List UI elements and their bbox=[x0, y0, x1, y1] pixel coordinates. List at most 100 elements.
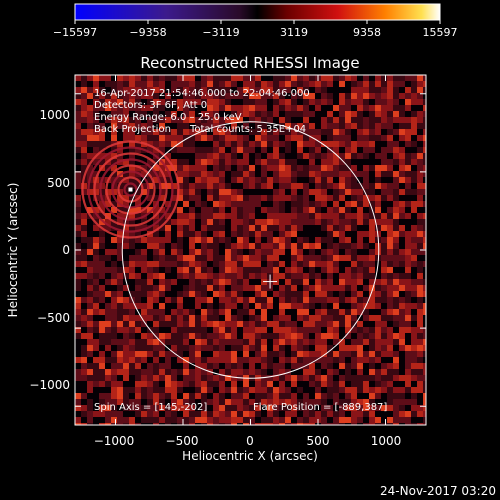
heatmap-cell bbox=[225, 387, 231, 393]
heatmap-cell bbox=[393, 381, 399, 387]
heatmap-cell bbox=[291, 81, 297, 87]
heatmap-cell bbox=[213, 129, 219, 135]
heatmap-cell bbox=[309, 207, 315, 213]
heatmap-cell bbox=[309, 99, 315, 105]
heatmap-cell bbox=[381, 207, 387, 213]
heatmap-cell bbox=[237, 111, 243, 117]
heatmap-cell bbox=[339, 189, 345, 195]
heatmap-cell bbox=[153, 387, 159, 393]
heatmap-cell bbox=[231, 297, 237, 303]
heatmap-cell bbox=[159, 273, 165, 279]
heatmap-cell bbox=[189, 321, 195, 327]
heatmap-cell bbox=[141, 249, 147, 255]
heatmap-cell bbox=[93, 159, 99, 165]
heatmap-cell bbox=[399, 267, 405, 273]
heatmap-cell bbox=[375, 369, 381, 375]
heatmap-cell bbox=[207, 141, 213, 147]
heatmap-cell bbox=[231, 369, 237, 375]
heatmap-cell bbox=[165, 393, 171, 399]
heatmap-cell bbox=[351, 423, 357, 425]
heatmap-cell bbox=[417, 285, 423, 291]
heatmap-cell bbox=[243, 177, 249, 183]
heatmap-cell bbox=[363, 417, 369, 423]
heatmap-cell bbox=[255, 111, 261, 117]
heatmap-cell bbox=[129, 423, 135, 425]
heatmap-cell bbox=[423, 165, 426, 171]
heatmap-cell bbox=[231, 159, 237, 165]
heatmap-cell bbox=[93, 189, 99, 195]
heatmap-cell bbox=[405, 249, 411, 255]
heatmap-cell bbox=[87, 405, 93, 411]
heatmap-cell bbox=[147, 279, 153, 285]
heatmap-cell bbox=[333, 237, 339, 243]
heatmap-cell bbox=[315, 315, 321, 321]
heatmap-cell bbox=[363, 201, 369, 207]
heatmap-cell bbox=[243, 357, 249, 363]
heatmap-cell bbox=[381, 357, 387, 363]
heatmap-cell bbox=[273, 363, 279, 369]
heatmap-cell bbox=[327, 291, 333, 297]
heatmap-cell bbox=[141, 405, 147, 411]
heatmap-cell bbox=[267, 225, 273, 231]
heatmap-cell bbox=[375, 399, 381, 405]
heatmap-cell bbox=[213, 393, 219, 399]
heatmap-cell bbox=[129, 159, 135, 165]
heatmap-cell bbox=[153, 357, 159, 363]
heatmap-cell bbox=[243, 183, 249, 189]
heatmap-cell bbox=[345, 327, 351, 333]
heatmap-cell bbox=[387, 405, 393, 411]
heatmap-cell bbox=[105, 381, 111, 387]
heatmap-cell bbox=[357, 249, 363, 255]
heatmap-cell bbox=[171, 327, 177, 333]
heatmap-cell bbox=[129, 339, 135, 345]
heatmap-cell bbox=[393, 423, 399, 425]
heatmap-cell bbox=[195, 315, 201, 321]
heatmap-cell bbox=[189, 153, 195, 159]
heatmap-cell bbox=[309, 387, 315, 393]
heatmap-cell bbox=[171, 303, 177, 309]
heatmap-cell bbox=[183, 267, 189, 273]
heatmap-cell bbox=[243, 279, 249, 285]
heatmap-cell bbox=[75, 213, 81, 219]
heatmap-cell bbox=[237, 327, 243, 333]
heatmap-cell bbox=[411, 129, 417, 135]
heatmap-cell bbox=[225, 219, 231, 225]
heatmap-cell bbox=[195, 261, 201, 267]
heatmap-cell bbox=[261, 135, 267, 141]
heatmap-cell bbox=[285, 93, 291, 99]
heatmap-cell bbox=[387, 285, 393, 291]
heatmap-cell bbox=[201, 369, 207, 375]
heatmap-cell bbox=[93, 321, 99, 327]
heatmap-cell bbox=[417, 363, 423, 369]
heatmap-cell bbox=[417, 183, 423, 189]
heatmap-cell bbox=[159, 117, 165, 123]
heatmap-cell bbox=[183, 381, 189, 387]
heatmap-cell bbox=[75, 189, 81, 195]
heatmap-cell bbox=[309, 183, 315, 189]
heatmap-cell bbox=[177, 411, 183, 417]
heatmap-cell bbox=[213, 249, 219, 255]
heatmap-cell bbox=[303, 333, 309, 339]
heatmap-cell bbox=[201, 411, 207, 417]
heatmap-cell bbox=[159, 363, 165, 369]
heatmap-cell bbox=[171, 225, 177, 231]
heatmap-cell bbox=[279, 153, 285, 159]
heatmap-cell bbox=[177, 423, 183, 425]
heatmap-cell bbox=[237, 291, 243, 297]
heatmap-cell bbox=[357, 303, 363, 309]
heatmap-cell bbox=[279, 387, 285, 393]
heatmap-cell bbox=[105, 171, 111, 177]
heatmap-cell bbox=[285, 117, 291, 123]
heatmap-cell bbox=[255, 225, 261, 231]
info-method-counts: Back Projection Total counts: 5.35E+04 bbox=[94, 124, 306, 135]
heatmap-cell bbox=[339, 339, 345, 345]
heatmap-cell bbox=[231, 273, 237, 279]
heatmap-cell bbox=[405, 123, 411, 129]
heatmap-cell bbox=[297, 135, 303, 141]
heatmap-cell bbox=[129, 411, 135, 417]
heatmap-cell bbox=[369, 165, 375, 171]
heatmap-cell bbox=[195, 165, 201, 171]
heatmap-cell bbox=[363, 411, 369, 417]
heatmap-cell bbox=[351, 219, 357, 225]
heatmap-cell bbox=[309, 267, 315, 273]
